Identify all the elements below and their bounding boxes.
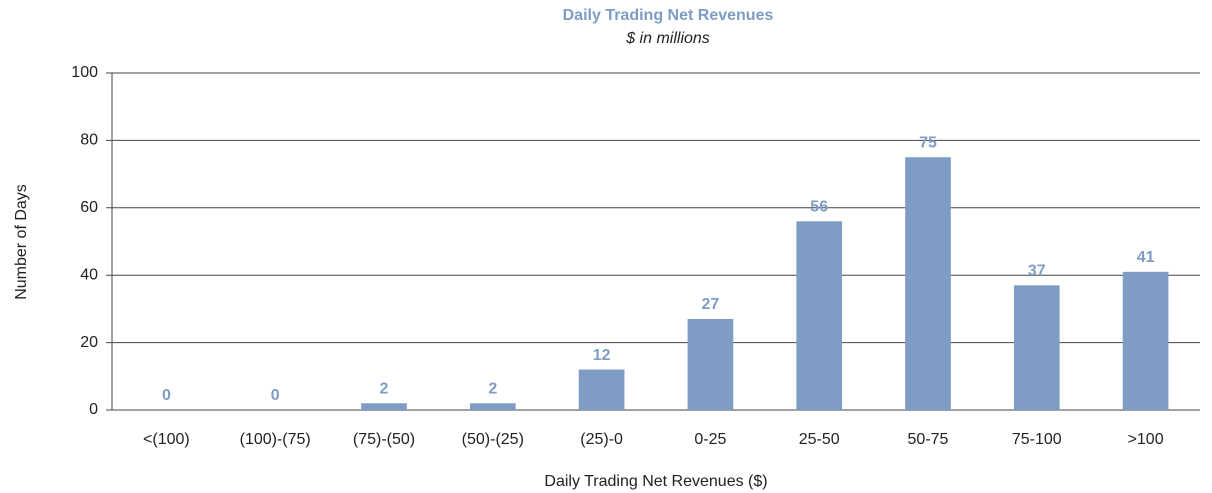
x-tick-label: >100 — [1128, 431, 1164, 448]
data-label: 41 — [1137, 249, 1155, 266]
data-label: 0 — [271, 387, 280, 404]
bar — [469, 403, 516, 410]
bar — [687, 319, 734, 410]
y-tick-label: 100 — [71, 64, 98, 81]
data-label: 2 — [380, 380, 389, 397]
bar — [1122, 271, 1169, 410]
x-tick-label: 50-75 — [908, 431, 949, 448]
data-label: 27 — [702, 296, 720, 313]
y-tick-label: 80 — [80, 132, 98, 149]
x-axis-label: Daily Trading Net Revenues ($) — [544, 473, 767, 490]
data-label: 12 — [593, 347, 611, 364]
y-axis-label: Number of Days — [13, 184, 30, 300]
y-tick-label: 20 — [80, 334, 98, 351]
x-tick-label: (50)-(25) — [462, 431, 524, 448]
y-tick-label: 0 — [89, 401, 98, 418]
x-tick-label: (100)-(75) — [240, 431, 311, 448]
chart-subtitle: $ in millions — [625, 30, 710, 47]
bar — [578, 369, 625, 410]
bar — [361, 403, 407, 410]
x-tick-label: 75-100 — [1012, 431, 1062, 448]
y-tick-label: 40 — [80, 266, 98, 283]
data-label: 37 — [1028, 263, 1046, 280]
chart-title: Daily Trading Net Revenues — [563, 7, 774, 24]
data-label: 56 — [810, 198, 828, 215]
x-tick-label: (75)-(50) — [353, 431, 415, 448]
bar — [905, 157, 951, 410]
y-tick-label: 60 — [80, 199, 98, 216]
data-label: 75 — [919, 134, 937, 151]
x-tick-label: 25-50 — [799, 431, 840, 448]
bar — [796, 221, 843, 410]
x-tick-label: (25)-0 — [580, 431, 623, 448]
x-tick-label: 0-25 — [694, 431, 726, 448]
data-label: 0 — [162, 387, 171, 404]
bar — [1013, 285, 1060, 410]
x-tick-label: <(100) — [143, 431, 190, 448]
data-label: 2 — [488, 380, 497, 397]
